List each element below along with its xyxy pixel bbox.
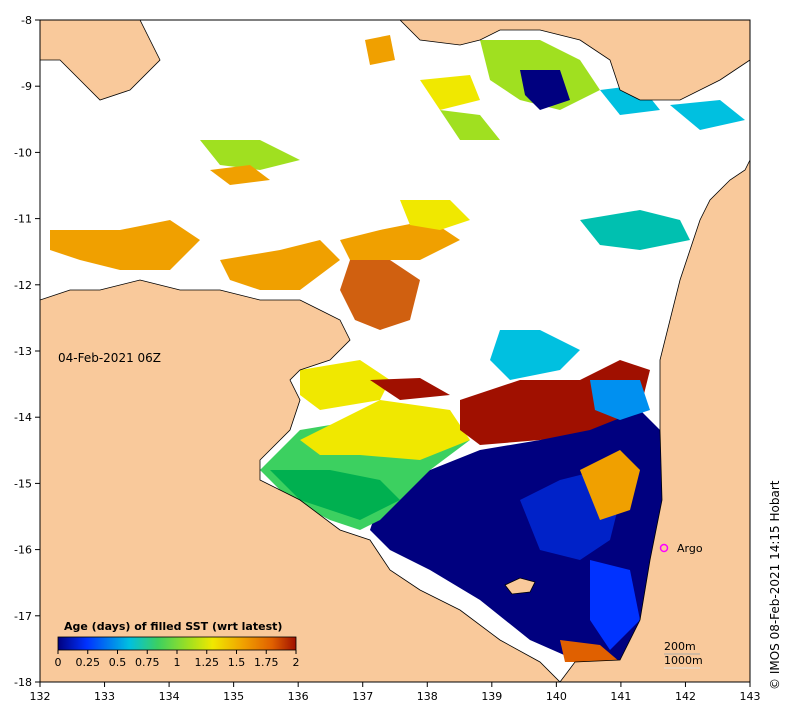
- credit-text: © IMOS 08-Feb-2021 14:15 Hobart: [768, 480, 782, 690]
- isobath-legend: 200m 1000m: [664, 640, 703, 669]
- colorbar-tick-label: 1.5: [228, 656, 246, 669]
- x-tick-label: 133: [94, 690, 115, 703]
- x-tick-label: 136: [288, 690, 309, 703]
- x-tick-label: 138: [417, 690, 438, 703]
- y-tick-label: -13: [14, 345, 32, 358]
- colorbar-tick-label: 0.75: [135, 656, 160, 669]
- colorbar-title: Age (days) of filled SST (wrt latest): [64, 620, 282, 633]
- colorbar: [57, 636, 297, 651]
- colorbar-tick-label: 0.5: [109, 656, 127, 669]
- x-axis: 132 133 134 135 136 137 138 139 140 141 142 143: [30, 682, 761, 703]
- x-tick-label: 132: [30, 690, 51, 703]
- sst-field: [50, 35, 745, 662]
- isobath-200m-label: 200m: [664, 640, 696, 653]
- y-axis: -8 -9 -10 -11 -12 -13 -14 -15 -16 -17 -18: [14, 14, 40, 689]
- y-tick-label: -15: [14, 477, 32, 490]
- x-tick-label: 140: [546, 690, 567, 703]
- y-tick-label: -18: [14, 676, 32, 689]
- y-tick-label: -9: [21, 80, 32, 93]
- timestamp-label: 04-Feb-2021 06Z: [58, 351, 161, 365]
- colorbar-tick-label: 0: [55, 656, 62, 669]
- colorbar-ticks: 0 0.25 0.5 0.75 1 1.25 1.5 1.75 2: [55, 650, 300, 669]
- x-tick-label: 142: [675, 690, 696, 703]
- colorbar-tick-label: 1.75: [254, 656, 279, 669]
- y-tick-label: -12: [14, 279, 32, 292]
- argo-label: Argo: [677, 542, 703, 555]
- x-tick-label: 143: [740, 690, 761, 703]
- y-tick-label: -16: [14, 544, 32, 557]
- colorbar-tick-label: 1.25: [195, 656, 220, 669]
- y-tick-label: -17: [14, 610, 32, 623]
- colorbar-tick-label: 2: [293, 656, 300, 669]
- x-tick-label: 134: [159, 690, 180, 703]
- y-tick-label: -14: [14, 411, 32, 424]
- y-tick-label: -8: [21, 14, 32, 27]
- x-tick-label: 139: [481, 690, 502, 703]
- x-tick-label: 141: [610, 690, 631, 703]
- x-tick-label: 135: [223, 690, 244, 703]
- colorbar-tick-label: 1: [174, 656, 181, 669]
- y-tick-label: -10: [14, 146, 32, 159]
- isobath-1000m-label: 1000m: [664, 654, 703, 667]
- argo-marker: [659, 543, 669, 553]
- land: [40, 20, 750, 682]
- colorbar-tick-label: 0.25: [76, 656, 101, 669]
- y-tick-label: -11: [14, 213, 32, 226]
- x-tick-label: 137: [352, 690, 373, 703]
